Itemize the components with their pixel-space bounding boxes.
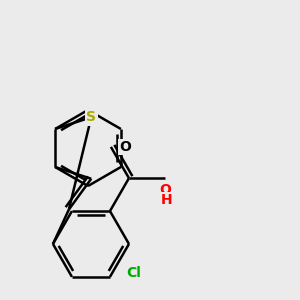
Text: Cl: Cl — [126, 266, 141, 280]
Text: O: O — [159, 183, 171, 197]
Text: O: O — [119, 140, 131, 154]
Text: H: H — [161, 193, 173, 207]
Text: S: S — [86, 110, 96, 124]
